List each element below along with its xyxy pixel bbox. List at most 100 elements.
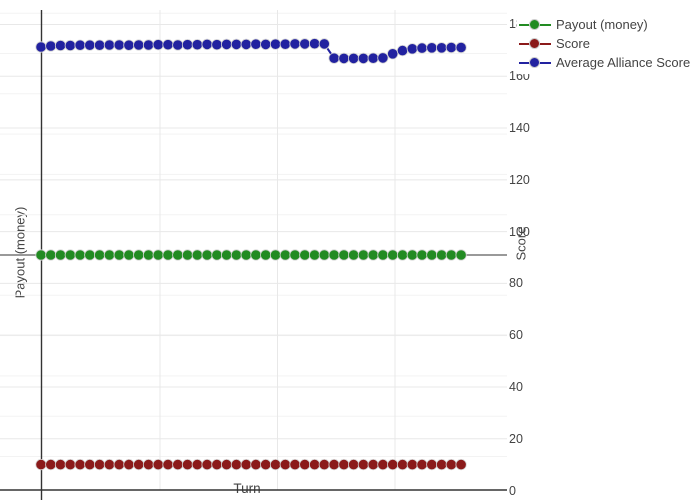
- data-point: [377, 52, 389, 64]
- data-point: [455, 458, 467, 471]
- legend-item-2[interactable]: Average Alliance Score: [519, 53, 700, 72]
- data-point: [377, 249, 389, 261]
- y-right-tick-100: 100: [509, 224, 530, 239]
- data-point: [181, 39, 194, 51]
- y-right-tick-20: 20: [509, 431, 523, 446]
- data-point: [45, 40, 57, 52]
- data-point: [396, 458, 409, 471]
- data-point: [328, 249, 340, 261]
- data-point: [74, 249, 86, 261]
- data-point: [357, 249, 369, 261]
- data-point: [406, 249, 418, 261]
- data-point: [416, 458, 428, 471]
- data-point: [211, 39, 223, 51]
- data-point: [35, 458, 47, 471]
- data-point: [191, 39, 203, 51]
- data-point: [406, 458, 418, 471]
- data-point: [54, 39, 67, 52]
- data-point: [308, 38, 321, 50]
- data-point: [357, 52, 369, 65]
- data-point: [269, 458, 282, 471]
- data-point: [377, 458, 389, 471]
- data-point: [367, 458, 379, 471]
- data-point: [133, 249, 145, 261]
- data-point: [299, 249, 311, 261]
- data-point: [279, 458, 291, 471]
- data-point: [250, 458, 262, 471]
- data-point: [152, 39, 164, 51]
- data-point: [35, 249, 47, 261]
- data-point: [133, 39, 145, 51]
- data-point: [445, 458, 457, 471]
- data-point: [201, 458, 213, 471]
- data-point: [250, 38, 262, 50]
- data-point: [308, 249, 321, 261]
- data-point: [308, 458, 321, 471]
- data-point: [172, 249, 184, 261]
- data-point: [221, 38, 233, 51]
- legend-label: Score: [556, 36, 590, 51]
- legend-marker-icon: [519, 56, 551, 69]
- data-point: [435, 458, 448, 471]
- data-point: [347, 458, 360, 471]
- data-point: [181, 249, 194, 261]
- data-point: [84, 458, 96, 471]
- data-point: [338, 458, 350, 471]
- legend-item-0[interactable]: Payout (money): [519, 15, 700, 34]
- data-point: [230, 249, 242, 261]
- data-point: [318, 249, 330, 261]
- data-point: [240, 249, 252, 261]
- data-point: [357, 458, 369, 471]
- data-point: [94, 249, 106, 261]
- y-right-tick-80: 80: [509, 276, 523, 291]
- y-right-tick-120: 120: [509, 172, 530, 187]
- data-point: [230, 458, 242, 471]
- x-axis-title: Turn: [233, 481, 261, 496]
- data-point: [387, 48, 399, 60]
- data-point: [221, 458, 233, 471]
- data-point: [103, 458, 116, 471]
- legend-label: Payout (money): [556, 17, 648, 32]
- data-point: [201, 249, 213, 261]
- legend-label: Average Alliance Score: [556, 55, 691, 70]
- data-point: [133, 458, 145, 471]
- data-point: [181, 458, 194, 471]
- data-point: [152, 249, 164, 261]
- data-point: [426, 42, 438, 54]
- data-point: [338, 52, 350, 65]
- data-point: [84, 39, 96, 51]
- legend-item-1[interactable]: Score: [519, 34, 700, 53]
- data-point: [289, 458, 301, 471]
- data-point: [289, 249, 301, 261]
- data-point: [123, 39, 135, 51]
- data-point: [299, 38, 311, 50]
- data-point: [240, 38, 252, 51]
- data-point: [113, 249, 125, 261]
- data-point: [396, 44, 409, 57]
- data-point: [191, 249, 203, 261]
- data-point: [211, 458, 223, 471]
- data-point: [45, 458, 57, 471]
- data-point: [279, 249, 291, 261]
- data-point: [347, 249, 360, 261]
- data-point: [318, 458, 330, 471]
- data-point: [74, 458, 86, 471]
- data-point: [142, 249, 155, 261]
- data-point: [240, 458, 252, 471]
- legend-circle: [529, 56, 540, 68]
- data-point: [54, 458, 67, 471]
- data-point: [35, 41, 47, 53]
- data-point: [162, 249, 174, 261]
- data-point: [123, 458, 135, 471]
- data-point: [328, 52, 340, 64]
- data-point: [406, 43, 418, 55]
- data-point: [211, 249, 223, 261]
- data-point: [328, 458, 340, 471]
- data-point: [387, 458, 399, 471]
- legend-circle: [529, 37, 540, 49]
- data-point: [94, 458, 106, 471]
- data-point: [172, 39, 184, 51]
- data-point: [123, 249, 135, 261]
- legend-circle: [529, 18, 540, 30]
- data-point: [396, 249, 409, 261]
